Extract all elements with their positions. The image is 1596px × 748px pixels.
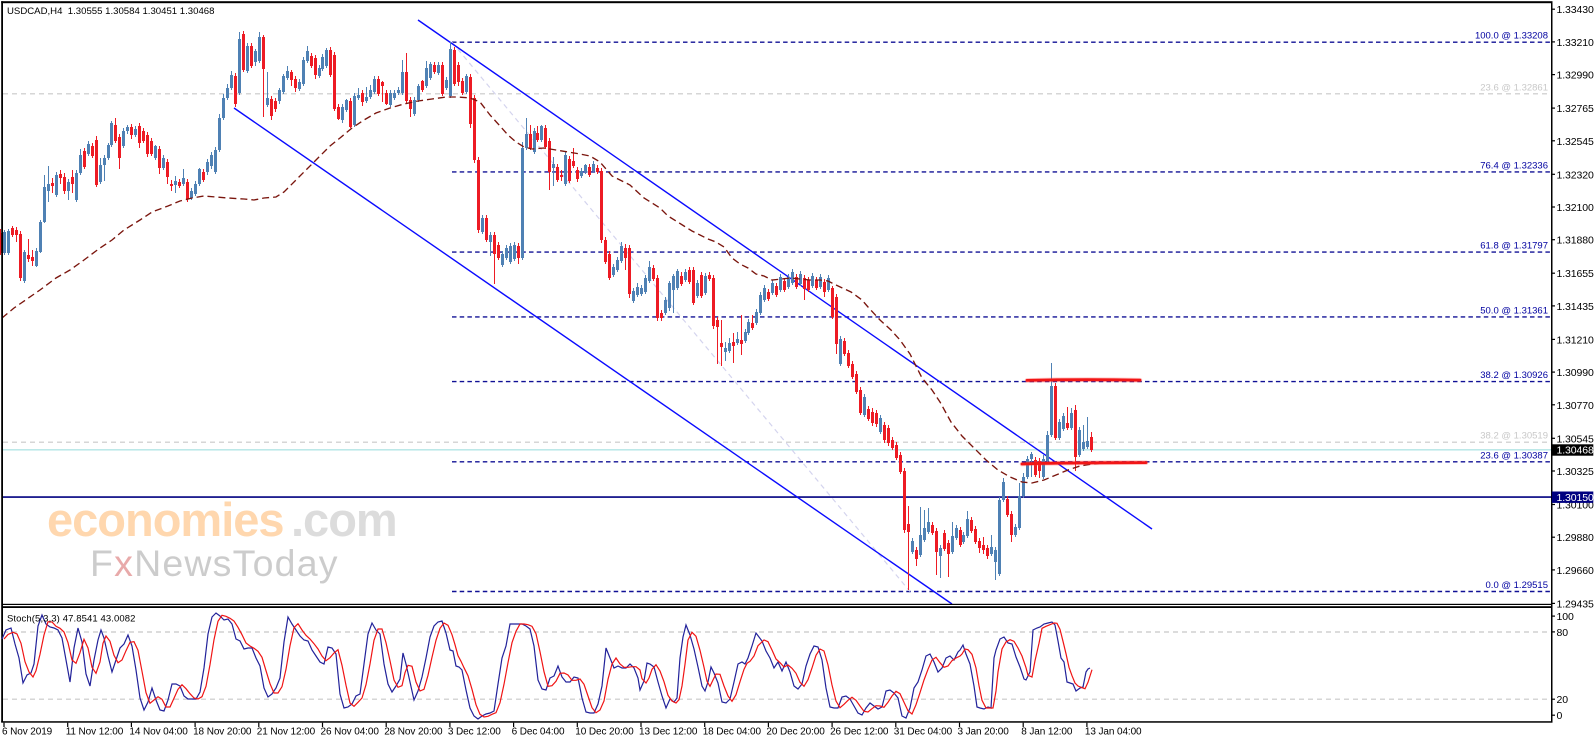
svg-text:1.33430: 1.33430 xyxy=(1557,4,1595,16)
svg-text:1.31435: 1.31435 xyxy=(1557,301,1595,313)
svg-text:6 Dec 04:00: 6 Dec 04:00 xyxy=(512,727,565,738)
svg-text:1.30545: 1.30545 xyxy=(1557,433,1595,445)
svg-text:1.30150: 1.30150 xyxy=(1557,492,1595,504)
svg-text:11 Nov 12:00: 11 Nov 12:00 xyxy=(66,727,124,738)
svg-text:1.31655: 1.31655 xyxy=(1557,268,1595,280)
svg-text:61.8 @ 1.31797: 61.8 @ 1.31797 xyxy=(1480,241,1548,252)
svg-text:economies: economies xyxy=(47,493,284,546)
svg-text:23.6 @ 1.30387: 23.6 @ 1.30387 xyxy=(1480,450,1548,461)
svg-text:50.0 @ 1.31361: 50.0 @ 1.31361 xyxy=(1480,305,1548,316)
svg-text:18 Nov 20:00: 18 Nov 20:00 xyxy=(193,727,252,738)
svg-text:1.31210: 1.31210 xyxy=(1557,334,1595,346)
svg-text:100: 100 xyxy=(1557,611,1574,623)
svg-text:80: 80 xyxy=(1557,627,1569,639)
svg-text:10 Dec 20:00: 10 Dec 20:00 xyxy=(575,727,634,738)
svg-text:1.29880: 1.29880 xyxy=(1557,532,1595,544)
svg-text:38.2 @ 1.30926: 38.2 @ 1.30926 xyxy=(1480,370,1548,381)
svg-text:6 Nov 2019: 6 Nov 2019 xyxy=(2,727,53,738)
svg-text:28 Nov 20:00: 28 Nov 20:00 xyxy=(384,727,443,738)
svg-text:1.32765: 1.32765 xyxy=(1557,103,1595,115)
svg-text:0.0 @ 1.29515: 0.0 @ 1.29515 xyxy=(1486,580,1548,591)
svg-text:8 Jan 12:00: 8 Jan 12:00 xyxy=(1021,727,1073,738)
svg-text:1.31880: 1.31880 xyxy=(1557,235,1595,247)
svg-text:1.29435: 1.29435 xyxy=(1557,598,1595,610)
svg-text:23.6 @ 1.32861: 23.6 @ 1.32861 xyxy=(1480,82,1548,93)
svg-text:3 Jan 20:00: 3 Jan 20:00 xyxy=(958,727,1010,738)
svg-text:13 Jan 04:00: 13 Jan 04:00 xyxy=(1085,727,1142,738)
svg-text:1.32990: 1.32990 xyxy=(1557,70,1595,82)
svg-text:1.30770: 1.30770 xyxy=(1557,400,1595,412)
svg-text:1.30325: 1.30325 xyxy=(1557,466,1595,478)
svg-text:Stoch(5,3,3) 47.8541 43.0082: Stoch(5,3,3) 47.8541 43.0082 xyxy=(7,614,136,625)
svg-text:26 Dec 12:00: 26 Dec 12:00 xyxy=(830,727,889,738)
svg-text:1.30990: 1.30990 xyxy=(1557,367,1595,379)
svg-text:1.33210: 1.33210 xyxy=(1557,37,1595,49)
svg-text:31 Dec 04:00: 31 Dec 04:00 xyxy=(894,727,953,738)
svg-text:76.4 @ 1.32336: 76.4 @ 1.32336 xyxy=(1480,160,1548,171)
svg-text:38.2 @ 1.30519: 38.2 @ 1.30519 xyxy=(1480,431,1548,442)
svg-text:20 Dec 20:00: 20 Dec 20:00 xyxy=(766,727,825,738)
svg-text:3 Dec 12:00: 3 Dec 12:00 xyxy=(448,727,501,738)
svg-text:1.29660: 1.29660 xyxy=(1557,565,1595,577)
svg-text:100.0 @ 1.33208: 100.0 @ 1.33208 xyxy=(1475,31,1548,42)
svg-text:USDCAD,H4 1.30555 1.30584 1.3: USDCAD,H4 1.30555 1.30584 1.30451 1.3046… xyxy=(7,6,214,17)
svg-text:FxNewsToday: FxNewsToday xyxy=(90,542,339,584)
svg-text:21 Nov 12:00: 21 Nov 12:00 xyxy=(257,727,316,738)
svg-text:14 Nov 04:00: 14 Nov 04:00 xyxy=(129,727,188,738)
svg-text:26 Nov 04:00: 26 Nov 04:00 xyxy=(321,727,380,738)
svg-text:1.32320: 1.32320 xyxy=(1557,169,1595,181)
svg-text:13 Dec 12:00: 13 Dec 12:00 xyxy=(639,727,698,738)
svg-text:.com: .com xyxy=(291,493,397,546)
svg-text:1.32545: 1.32545 xyxy=(1557,136,1595,148)
svg-text:20: 20 xyxy=(1557,694,1569,706)
svg-text:1.30468: 1.30468 xyxy=(1557,445,1595,457)
svg-text:1.32100: 1.32100 xyxy=(1557,202,1595,214)
svg-text:18 Dec 04:00: 18 Dec 04:00 xyxy=(703,727,762,738)
svg-text:0: 0 xyxy=(1557,710,1563,722)
